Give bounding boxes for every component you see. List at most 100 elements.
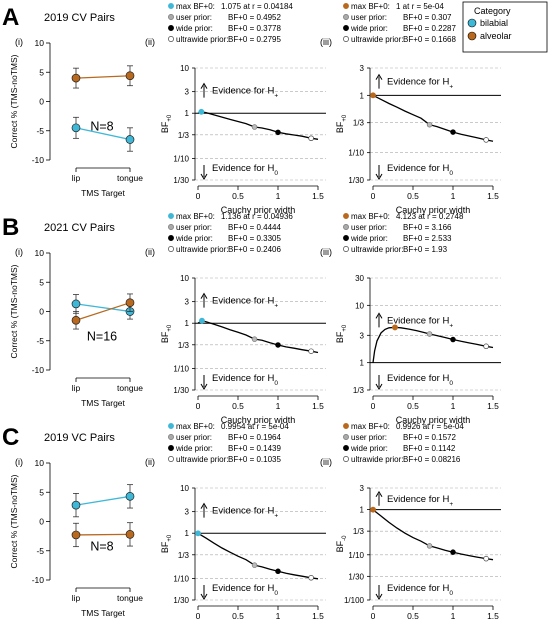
legend-label-ultra: ultrawide prior: [351,35,403,44]
y-tick-label: -5 [36,546,44,556]
data-point [125,298,135,308]
legend-marker-user [168,14,174,20]
legend-swatch-alveolar [467,31,477,41]
y-tick-label: 10 [180,64,189,73]
evidence-h1-label: Evidence for H+ [387,77,453,91]
legend-label-wide: wide prior: [350,234,388,243]
legend-label-user: user prior: [176,433,212,442]
legend-value-ultra: BF+0 = 1.93 [403,245,448,254]
y-tick-label: 5 [39,67,44,77]
user-prior-marker [251,562,258,568]
x-tick-label: tongue [117,593,143,603]
x-tick-label: 0 [196,611,201,621]
legend-label-ultra: ultrawide prior: [351,245,403,254]
bf-curve [197,111,319,140]
user-prior-marker [251,336,258,342]
x-tick-label: tongue [117,383,143,393]
y-tick-label: 1/30 [173,596,189,605]
arrow-up-icon [375,490,383,498]
series-line [75,127,131,141]
legend-value-max: 1.136 at r = 0.04936 [221,212,293,221]
legend-label-ultra: ultrawide prior: [176,455,228,464]
legend-marker-user [343,224,349,230]
y-axis-label: BF-0 [335,535,348,553]
arrow-down-icon [375,593,383,600]
legend-marker-ultra [168,456,174,462]
subpanel-label-i: (i) [15,457,23,467]
subpanel-label-i: (i) [15,37,23,47]
legend-marker-wide [168,25,174,31]
y-tick-label: 1/3 [178,341,190,350]
max-bf-marker [195,530,201,537]
evidence-h1-label: Evidence for H+ [212,296,278,310]
series-alveolar [71,65,135,89]
max-bf-marker [198,317,205,324]
legend-label-max: max BF+0: [351,422,390,431]
y-tick-label: 3 [185,298,190,307]
panel-title: 2021 CV Pairs [44,222,115,234]
x-tick-label: lip [72,383,81,393]
legend-value-max: 0.9926 at r = 5e-04 [396,422,464,431]
legend-marker-wide [168,445,174,451]
x-axis-label: Cauchy prior width [396,205,471,215]
legend-label-ultra: ultrawide prior: [176,245,228,254]
y-tick-label: 10 [35,38,45,48]
legend-label-wide: wide prior: [175,24,213,33]
n-label: N=8 [90,540,113,554]
series-line [75,533,131,536]
y-tick-label: -5 [36,126,44,136]
data-point [71,500,81,510]
legend-label-max: max BF+0: [176,212,215,221]
y-tick-label: 1/10 [348,551,364,560]
legend-marker-max [343,423,349,429]
y-tick-label: -10 [32,365,45,375]
subpanel-label: (iii) [320,247,332,257]
y-tick-label: 10 [35,248,45,258]
series-alveolar [71,293,135,330]
legend-label-wide: wide prior: [175,444,213,453]
y-tick-label: 1 [185,319,190,328]
ultrawide-prior-marker [483,343,489,350]
arrow-up-icon [200,82,208,89]
legend-swatch-bilabial [467,18,477,28]
legend-marker-user [343,14,349,20]
data-point [125,491,135,501]
x-tick-label: 1 [276,611,281,621]
user-prior-marker [426,331,433,337]
panel-letter: B [2,214,19,241]
legend-value-user: BF+0 = 0.4952 [228,13,281,22]
legend-value-wide: BF+0 = 0.1439 [228,444,281,453]
subpanel-label: (ii) [145,247,155,257]
bf-plot-ii: (ii) max BF+0: 1.136 at r = 0.04936 user pr… [145,212,326,425]
legend-marker-max [168,423,174,429]
legend-marker-ultra [168,246,174,252]
y-tick-label: 3 [360,484,365,493]
max-bf-marker [370,92,376,99]
legend-label-max: max BF+0: [176,2,215,11]
y-tick-label: -5 [36,336,44,346]
panel-title: 2019 VC Pairs [44,432,115,444]
x-axis-label: TMS Target [81,608,125,618]
legend-label-user: user prior: [176,13,212,22]
wide-prior-marker [450,549,456,555]
bf-curve [372,326,494,363]
data-point [71,299,81,309]
panel-letter: C [2,424,19,451]
x-tick-label: 1 [276,191,281,201]
y-axis-label: BF+0 [160,534,173,553]
y-tick-label: 0 [39,307,44,317]
n-label: N=8 [90,120,113,134]
y-tick-label: 10 [180,484,189,493]
subpanel-label: (ii) [145,37,155,47]
bf-plot-iii: (iii) max BF+0: 4.123 at r = 0.2748 user pr… [320,212,501,425]
legend-value-user: BF+0 = 0.307 [403,13,452,22]
legend-value-wide: BF+0 = 0.3778 [228,24,281,33]
bf-curve [197,532,319,580]
y-tick-label: 3 [360,331,365,340]
ultrawide-prior-marker [483,137,489,143]
arrow-up-icon [375,73,383,80]
x-tick-label: 0 [196,401,201,411]
ultrawide-prior-marker [308,575,314,581]
x-axis-label: TMS Target [81,398,125,408]
